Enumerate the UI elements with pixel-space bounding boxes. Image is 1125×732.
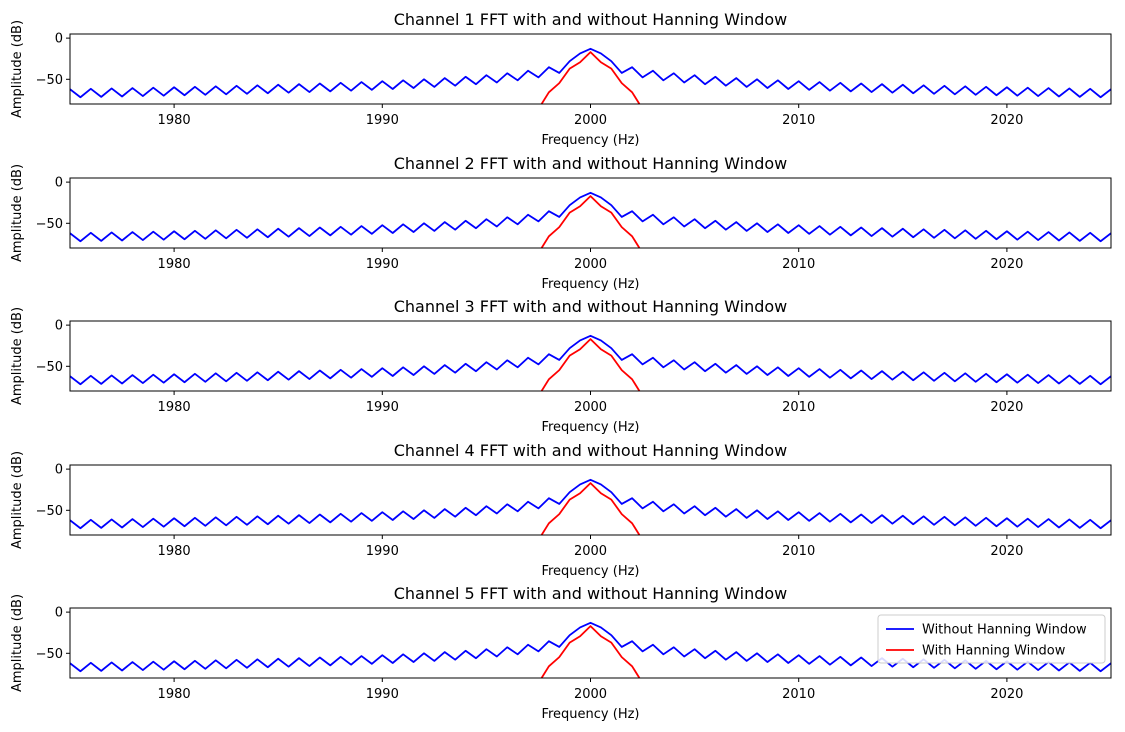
series-line-without-hanning-ch2 [70, 191, 1111, 243]
series-line-with-hanning-ch5 [540, 625, 641, 678]
x-tick-label: 2020 [990, 257, 1023, 272]
y-axis-label-3: Amplitude (dB) [10, 307, 25, 405]
x-tick-label: 2010 [782, 687, 815, 702]
y-tick-label: −50 [36, 217, 63, 232]
x-tick-label: 2010 [782, 544, 815, 559]
plot-title-1: Channel 1 FFT with and without Hanning W… [394, 10, 788, 29]
x-tick-label: 2000 [574, 113, 607, 128]
x-tick-label: 1980 [158, 257, 191, 272]
y-tick-label: 0 [55, 176, 63, 191]
y-tick-label: −50 [36, 504, 63, 519]
y-tick-label: −50 [36, 647, 63, 662]
x-tick-label: 2010 [782, 113, 815, 128]
legend-label-with-hanning: With Hanning Window [922, 644, 1066, 659]
plot-title-2: Channel 2 FFT with and without Hanning W… [394, 154, 788, 173]
y-axis-label-1: Amplitude (dB) [10, 20, 25, 118]
x-tick-label: 2000 [574, 400, 607, 415]
x-tick-label: 2000 [574, 544, 607, 559]
series-line-without-hanning-ch3 [70, 334, 1111, 386]
x-tick-label: 1980 [158, 687, 191, 702]
x-tick-label: 2020 [990, 687, 1023, 702]
x-tick-label: 2020 [990, 400, 1023, 415]
series-line-with-hanning-ch2 [540, 195, 641, 248]
plot-title-5: Channel 5 FFT with and without Hanning W… [394, 584, 788, 603]
x-axis-label-2: Frequency (Hz) [541, 277, 639, 292]
x-tick-label: 2010 [782, 400, 815, 415]
y-tick-label: −50 [36, 73, 63, 88]
y-axis-label-5: Amplitude (dB) [10, 594, 25, 692]
y-tick-label: 0 [55, 463, 63, 478]
x-axis-label-4: Frequency (Hz) [541, 564, 639, 579]
plot-title-3: Channel 3 FFT with and without Hanning W… [394, 297, 788, 316]
x-tick-label: 1980 [158, 400, 191, 415]
x-tick-label: 2020 [990, 113, 1023, 128]
series-line-with-hanning-ch1 [540, 51, 641, 104]
x-tick-label: 1980 [158, 113, 191, 128]
x-axis-label-3: Frequency (Hz) [541, 420, 639, 435]
series-line-with-hanning-ch4 [540, 482, 641, 535]
y-axis-label-2: Amplitude (dB) [10, 164, 25, 262]
x-tick-label: 1990 [366, 257, 399, 272]
y-tick-label: −50 [36, 360, 63, 375]
y-tick-label: 0 [55, 319, 63, 334]
plot-title-4: Channel 4 FFT with and without Hanning W… [394, 441, 788, 460]
x-tick-label: 1980 [158, 544, 191, 559]
x-tick-label: 2000 [574, 257, 607, 272]
series-line-without-hanning-ch5 [70, 621, 1111, 673]
legend-label-without-hanning: Without Hanning Window [922, 623, 1087, 638]
x-axis-label-1: Frequency (Hz) [541, 133, 639, 148]
x-tick-label: 1990 [366, 544, 399, 559]
x-axis-label-5: Frequency (Hz) [541, 707, 639, 722]
x-tick-label: 1990 [366, 400, 399, 415]
x-tick-label: 2010 [782, 257, 815, 272]
y-tick-label: 0 [55, 606, 63, 621]
x-tick-label: 1990 [366, 687, 399, 702]
legend-box [877, 614, 1106, 664]
y-tick-label: 0 [55, 32, 63, 47]
x-tick-label: 2020 [990, 544, 1023, 559]
series-line-without-hanning-ch1 [70, 47, 1111, 99]
y-axis-label-4: Amplitude (dB) [10, 451, 25, 549]
x-tick-label: 2000 [574, 687, 607, 702]
series-line-without-hanning-ch4 [70, 478, 1111, 530]
series-line-with-hanning-ch3 [540, 338, 641, 391]
x-tick-label: 1990 [366, 113, 399, 128]
